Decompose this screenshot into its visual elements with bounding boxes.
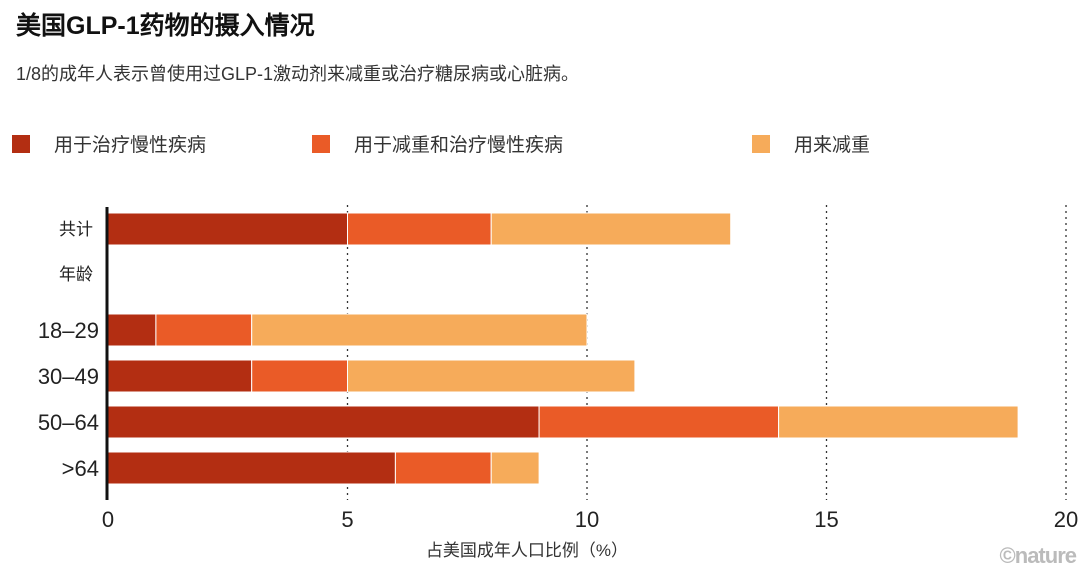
- bar-segment: [107, 451, 396, 485]
- legend-swatch: [752, 134, 770, 153]
- legend-label: 用来减重: [794, 135, 871, 156]
- category-label: 18–29: [38, 318, 99, 343]
- bar-segment: [778, 405, 1019, 439]
- bar-segment: [490, 451, 540, 485]
- x-tick-label: 15: [814, 507, 838, 532]
- bar-segment: [107, 405, 540, 439]
- bar-segment: [251, 313, 588, 347]
- nature-logo: ©nature: [999, 543, 1077, 568]
- legend-label: 用于减重和治疗慢性疾病: [354, 135, 564, 156]
- category-label: 50–64: [38, 410, 99, 435]
- x-axis-label: 占美国成年人口比例（%）: [426, 541, 628, 560]
- x-tick-label: 0: [102, 507, 114, 532]
- legend-swatch: [12, 134, 30, 153]
- bar-segment: [155, 313, 253, 347]
- category-label: 年龄: [59, 265, 93, 284]
- bar-segment: [107, 359, 253, 393]
- x-tick-label: 20: [1054, 507, 1078, 532]
- chart-subtitle: 1/8的成年人表示曾使用过GLP-1激动剂来减重或治疗糖尿病或心脏病。: [16, 64, 580, 84]
- legend-item-chronic: 用于治疗慢性疾病: [12, 130, 206, 157]
- bar-segment: [490, 212, 732, 246]
- chart-title: 美国GLP-1药物的摄入情况: [16, 12, 315, 40]
- bar-segment: [347, 359, 636, 393]
- bar-segment: [251, 359, 348, 393]
- bar-segment: [538, 405, 780, 439]
- category-label: 共计: [59, 220, 93, 239]
- bar-segment: [107, 212, 348, 246]
- category-label: >64: [62, 456, 99, 481]
- bar-segment: [107, 313, 157, 347]
- legend-swatch: [312, 134, 330, 153]
- legend-label: 用于治疗慢性疾病: [54, 135, 207, 156]
- bar-segment: [347, 212, 492, 246]
- category-label: 30–49: [38, 364, 99, 389]
- x-tick-label: 5: [341, 507, 353, 532]
- bar-segment: [394, 451, 492, 485]
- legend-item-both: 用于减重和治疗慢性疾病: [312, 130, 563, 157]
- x-tick-label: 10: [575, 507, 599, 532]
- legend-item-weight: 用来减重: [752, 130, 870, 157]
